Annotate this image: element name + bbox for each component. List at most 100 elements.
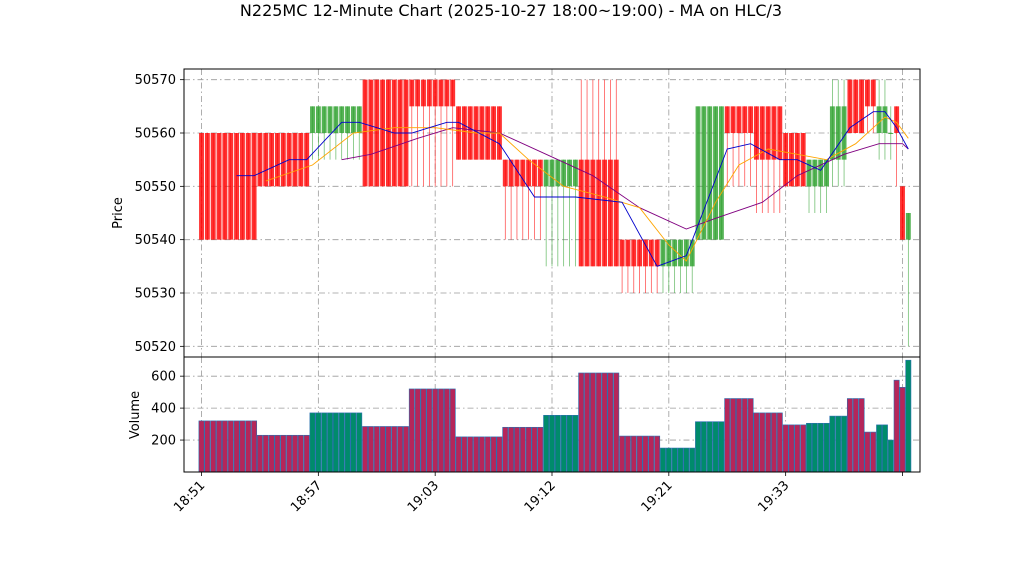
volume-bar (519, 426, 526, 473)
volume-bar (589, 372, 596, 473)
volume-bar (397, 426, 404, 473)
volume-bar (712, 421, 719, 473)
volume-bar (461, 436, 468, 473)
volume-tick-label: 400 (151, 402, 176, 417)
candle-body (666, 239, 672, 267)
volume-bar (420, 388, 427, 473)
ma-slow-line (341, 127, 909, 230)
candle-body (251, 133, 257, 240)
time-tick-label: 19:12 (522, 478, 559, 515)
volume-bar (636, 435, 643, 473)
volume-bar (449, 388, 456, 473)
candle-body (339, 106, 345, 133)
volume-bar (239, 420, 246, 473)
volume-bar (718, 421, 725, 473)
candle-body (549, 159, 555, 187)
price-axis-label: Price (111, 197, 126, 229)
volume-bar (595, 372, 602, 473)
volume-bar (771, 412, 777, 473)
time-tick-label: 18:51 (171, 478, 208, 515)
volume-bar (379, 426, 386, 473)
volume-bar (210, 420, 217, 473)
ma-fast-line (236, 111, 909, 267)
volume-bar (811, 422, 818, 473)
volume-bar (788, 424, 795, 473)
volume-bar (216, 420, 222, 473)
price-tick-label: 50530 (135, 287, 176, 302)
candle-body (426, 79, 432, 107)
volume-bar (689, 447, 696, 473)
candle-body (619, 239, 625, 267)
volume-tick-label: 200 (151, 434, 176, 449)
candle-body (824, 159, 829, 187)
volume-bar (338, 412, 345, 473)
candle-body (625, 239, 631, 267)
candle-body (321, 106, 327, 133)
volume-bar (344, 412, 351, 473)
candle-body (900, 186, 905, 240)
volume-bar (496, 436, 503, 473)
chart-title: N225MC 12-Minute Chart (2025-10-27 18:00… (240, 1, 782, 20)
volume-bar (800, 424, 807, 473)
volume-bar (408, 388, 415, 473)
candle-body (508, 159, 514, 187)
volume-bar (315, 412, 322, 473)
volume-bar (525, 426, 532, 473)
volume-bar (700, 421, 707, 473)
volume-bar (817, 422, 824, 473)
volume-bar (432, 388, 439, 473)
volume-axis-label: Volume (128, 391, 143, 439)
time-tick-label: 18:57 (288, 478, 325, 515)
candle-body (806, 159, 812, 187)
volume-bar (671, 447, 678, 473)
candle-body (269, 133, 275, 187)
candle-body (841, 106, 847, 160)
volume-bar (654, 435, 661, 473)
time-tick-label: 19:21 (639, 478, 676, 515)
volume-bar (846, 398, 853, 473)
candle-body (812, 159, 818, 187)
candle-body (350, 106, 356, 133)
candle-body (199, 133, 204, 240)
candle-body (613, 159, 619, 267)
volume-bar (549, 414, 555, 473)
candle-body (753, 106, 759, 160)
candle-body (315, 106, 321, 133)
candle-body (689, 239, 695, 267)
volume-bar (759, 412, 766, 473)
volume-bar (794, 424, 801, 473)
volume-bar (257, 434, 263, 473)
volume-bar (356, 412, 363, 473)
volume-bar (706, 421, 713, 473)
volume-bar (350, 412, 357, 473)
candle-body (257, 133, 263, 187)
candle-body (275, 133, 280, 187)
candle-body (239, 133, 245, 240)
volume-bar (858, 398, 865, 473)
candle-body (748, 106, 754, 133)
candle-body (456, 106, 461, 160)
volume-bar (292, 434, 298, 473)
candle-body (234, 133, 240, 240)
candle-body (759, 106, 765, 160)
candle-body (882, 106, 888, 133)
volume-bar (245, 420, 252, 473)
volume-bar (438, 388, 444, 473)
candle-body (678, 239, 683, 267)
volume-bar (660, 447, 666, 473)
candle-body (502, 159, 508, 187)
candle-body (660, 239, 666, 267)
volume-bar (502, 426, 509, 473)
candle-body (421, 79, 426, 107)
candle-body (736, 106, 742, 133)
candle-body (631, 239, 637, 267)
volume-bar (747, 398, 754, 473)
candle-body (444, 79, 450, 107)
volume-axis-ticks: 200 400 600 (151, 370, 184, 449)
volume-bar (584, 372, 590, 473)
candle-body (777, 106, 783, 160)
volume-bar (625, 435, 631, 473)
candle-body (526, 159, 532, 187)
volume-bar (887, 439, 894, 473)
price-axis-ticks: 50520 50530 50540 50550 50560 50570 (135, 73, 184, 355)
